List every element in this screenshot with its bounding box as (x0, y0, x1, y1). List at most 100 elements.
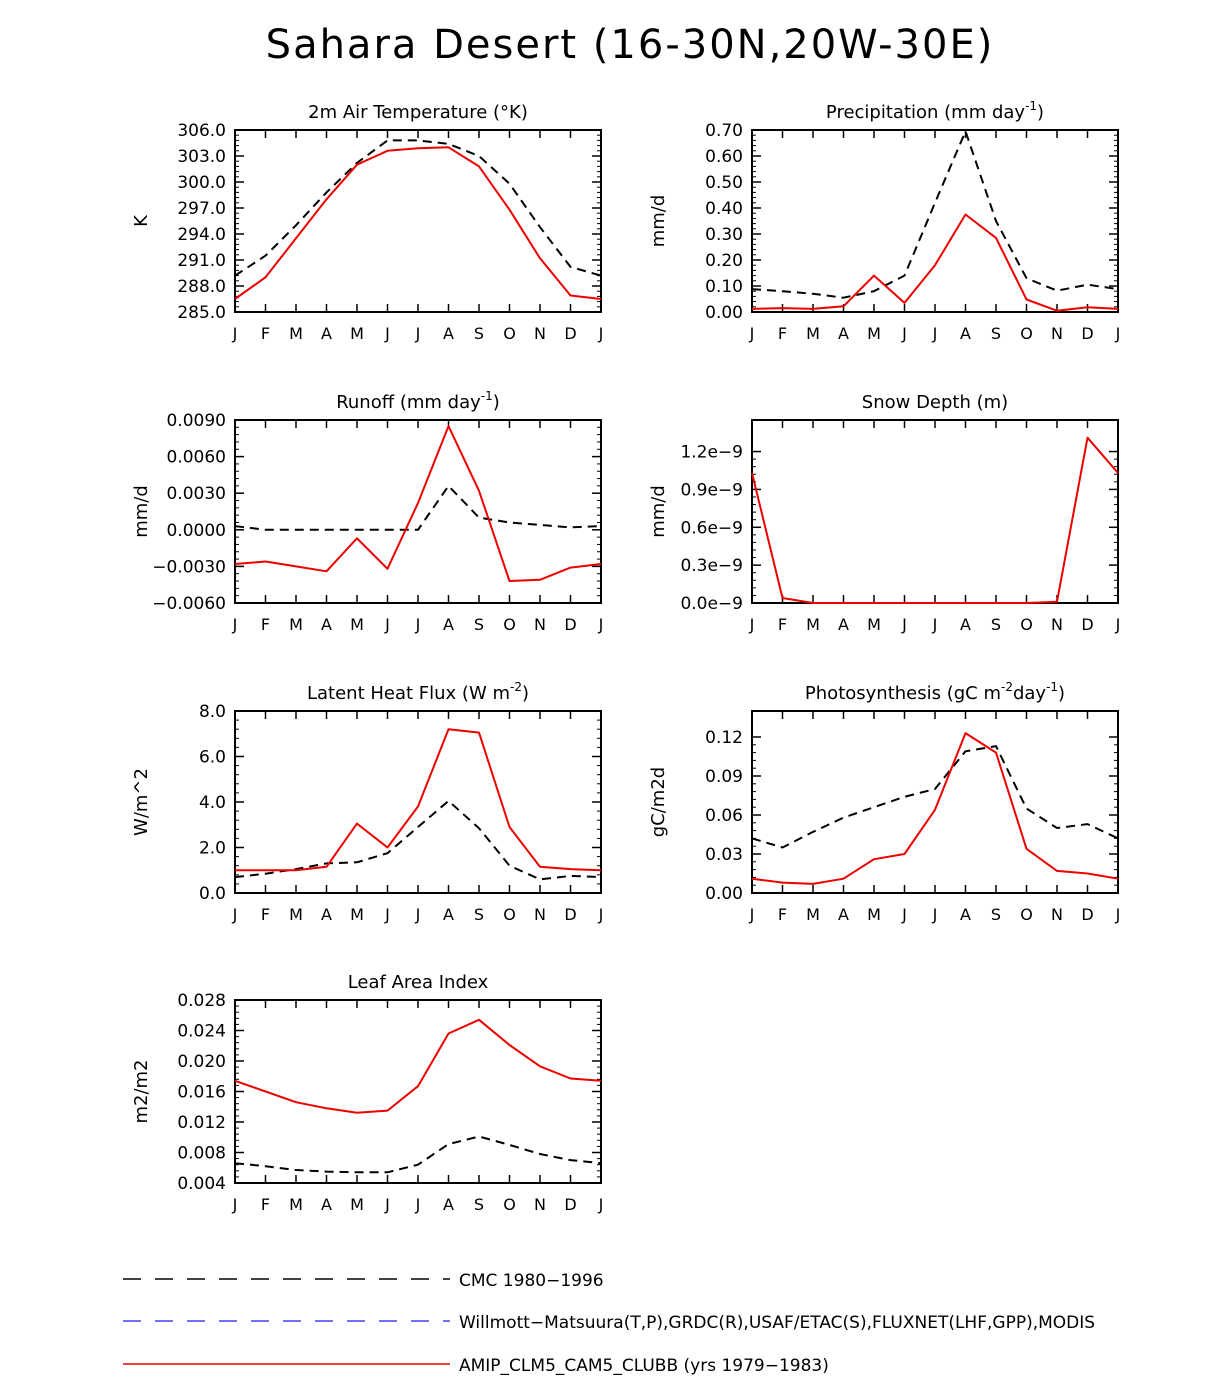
y-tick-label: 297.0 (177, 199, 226, 219)
y-tick-label: 0.06 (705, 806, 743, 826)
y-tick-label: 0.0000 (167, 521, 226, 541)
chart-panel-0: J F M A M J J A S O N D J285.0288.0291.0294.0297.030… (131, 102, 603, 343)
title-part: Leaf Area Index (348, 972, 489, 993)
y-tick-label: 285.0 (177, 303, 226, 323)
x-tick-label: J (415, 905, 421, 924)
x-tick-label: J (384, 905, 390, 924)
chart-title: 2m Air Temperature (°K) (308, 102, 528, 123)
x-tick-label: A (960, 324, 971, 343)
y-tick-label: 0.016 (177, 1083, 226, 1103)
title-part: Latent Heat Flux (W m (307, 683, 510, 704)
x-tick-label: S (474, 1195, 484, 1214)
y-tick-label: 8.0 (199, 702, 226, 722)
series-line-obs (751, 130, 1119, 299)
x-tick-label: N (1051, 905, 1063, 924)
x-tick-label: M (350, 615, 364, 634)
chart-title: Photosynthesis (gC m-2day-1) (805, 680, 1065, 704)
y-tick-label: 294.0 (177, 225, 226, 245)
x-tick-label: O (1020, 324, 1033, 343)
chart-title: Precipitation (mm day-1) (826, 99, 1044, 123)
y-tick-label: 0.10 (705, 277, 743, 297)
x-tick-label: A (321, 324, 332, 343)
x-tick-label: J (932, 324, 938, 343)
y-tick-label: 0.30 (705, 225, 743, 245)
y-tick-label: 0.0090 (167, 411, 226, 431)
x-tick-label: A (443, 1195, 454, 1214)
chart-title: Leaf Area Index (348, 972, 489, 993)
x-tick-label: J (749, 905, 755, 924)
x-tick-label: M (289, 1195, 303, 1214)
series-line-model (235, 728, 602, 872)
x-tick-label: O (1020, 905, 1033, 924)
y-tick-label: 288.0 (177, 277, 226, 297)
y-axis-label: mm/d (648, 485, 669, 538)
series-line-obs (751, 745, 1119, 849)
x-tick-label: D (564, 1195, 576, 1214)
x-tick-label: M (867, 615, 881, 634)
y-tick-label: 0.028 (177, 991, 226, 1011)
x-tick-label: S (474, 905, 484, 924)
x-tick-label: N (534, 905, 546, 924)
x-tick-label: A (443, 324, 454, 343)
plot-frame (751, 710, 1119, 894)
y-tick-label: 0.3e−9 (680, 556, 743, 576)
y-tick-label: 0.004 (177, 1174, 226, 1194)
main-title: Sahara Desert (16-30N,20W-30E) (265, 22, 995, 68)
chart-panel-1: J F M A M J J A S O N D J0.000.100.200.300.400.500.6… (648, 99, 1120, 343)
x-tick-label: N (534, 324, 546, 343)
title-part: Snow Depth (m) (862, 392, 1008, 413)
y-axis-label: m2/m2 (131, 1059, 152, 1123)
x-tick-label: F (261, 1195, 270, 1214)
plot-frame (234, 129, 602, 313)
x-tick-label: D (564, 905, 576, 924)
x-tick-label: J (598, 324, 604, 343)
plot-frame (234, 710, 602, 894)
x-tick-label: M (867, 324, 881, 343)
y-axis-label: W/m^2 (131, 768, 152, 836)
x-tick-label: N (534, 615, 546, 634)
x-tick-label: A (960, 905, 971, 924)
x-tick-label: S (991, 615, 1001, 634)
x-tick-label: J (901, 905, 907, 924)
chart-panel-5: J F M A M J J A S O N D J0.000.030.060.090.12gC/m2dP… (648, 680, 1120, 924)
x-tick-label: S (991, 324, 1001, 343)
x-tick-label: J (415, 615, 421, 634)
x-tick-label: A (321, 1195, 332, 1214)
x-tick-label: M (350, 905, 364, 924)
x-tick-label: J (232, 905, 238, 924)
title-superscript: -1 (481, 389, 493, 403)
x-tick-label: J (901, 324, 907, 343)
y-tick-label: 4.0 (199, 793, 226, 813)
chart-panel-6: J F M A M J J A S O N D J0.0040.0080.0120.0160.0200.… (131, 972, 603, 1214)
y-axis-label: K (131, 214, 152, 227)
y-tick-label: 2.0 (199, 839, 226, 859)
x-tick-label: O (1020, 615, 1033, 634)
x-tick-label: F (261, 615, 270, 634)
x-tick-label: J (384, 1195, 390, 1214)
x-tick-label: D (1081, 905, 1093, 924)
y-axis-label: mm/d (131, 485, 152, 538)
x-tick-label: S (474, 615, 484, 634)
x-tick-label: A (443, 615, 454, 634)
title-part: day (1013, 683, 1046, 704)
x-tick-label: F (778, 905, 787, 924)
series-line-obs (234, 139, 602, 277)
series-line-obs (234, 1135, 602, 1174)
series-line-model (751, 436, 1119, 604)
x-tick-label: J (232, 615, 238, 634)
title-superscript: -1 (1046, 680, 1058, 694)
title-superscript: -2 (510, 680, 522, 694)
chart-panel-4: J F M A M J J A S O N D J0.02.04.06.08.0W/m^2Latent … (131, 680, 603, 924)
x-tick-label: M (806, 905, 820, 924)
x-tick-label: D (1081, 324, 1093, 343)
y-tick-label: 0.008 (177, 1144, 226, 1164)
title-superscript: -2 (1001, 680, 1013, 694)
x-tick-label: A (838, 615, 849, 634)
x-tick-label: J (384, 615, 390, 634)
x-tick-label: A (960, 615, 971, 634)
y-tick-label: 0.0060 (167, 448, 226, 468)
x-tick-label: J (598, 905, 604, 924)
x-tick-label: N (1051, 324, 1063, 343)
x-tick-label: J (598, 1195, 604, 1214)
plot-frame (751, 419, 1119, 604)
